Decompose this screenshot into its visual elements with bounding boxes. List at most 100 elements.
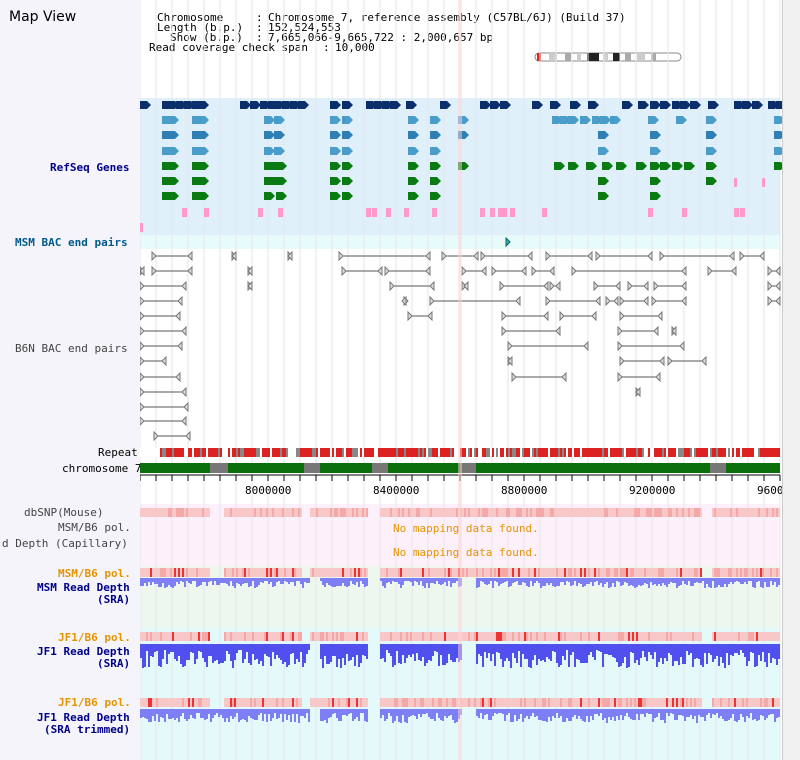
bac-end <box>605 295 611 307</box>
repeat-block <box>682 448 684 457</box>
refseq-gene-glyphs[interactable] <box>140 101 787 232</box>
polymorphism-cell <box>760 508 762 517</box>
depth-bar <box>576 644 578 659</box>
jf1-b6-pol-label[interactable]: JF1/B6 pol. <box>58 631 131 644</box>
polymorphism-cell <box>616 568 618 577</box>
dbsnp-track[interactable] <box>140 508 780 707</box>
vertical-scrollbar[interactable] <box>782 0 800 760</box>
polymorphism-cell <box>198 698 200 707</box>
repeat-block <box>182 448 184 457</box>
depth-bar <box>302 709 304 716</box>
repeat-block <box>438 448 440 457</box>
polymorphism-cell <box>598 508 600 517</box>
jf1-b6-pol-label-2[interactable]: JF1/B6 pol. <box>58 696 131 709</box>
depth-bar <box>406 644 408 658</box>
depth-bar <box>334 709 336 713</box>
depth-bar <box>336 709 338 718</box>
polymorphism-cell <box>266 632 268 641</box>
depth-bar <box>442 709 444 721</box>
depth-bar <box>238 578 240 584</box>
bac-end <box>231 250 237 262</box>
polymorphism-cell <box>574 568 576 577</box>
depth-bar <box>392 644 394 667</box>
polymorphism-cell <box>566 508 568 517</box>
polymorphism-cell <box>422 698 424 707</box>
chromosome-track-label[interactable]: chromosome 7 <box>62 462 142 475</box>
depth-bar <box>214 578 216 581</box>
bac-end <box>183 401 189 413</box>
bac-end <box>617 340 623 352</box>
depth-bar <box>732 578 734 584</box>
polymorphism-cell <box>520 698 522 707</box>
polymorphism-cell <box>524 698 526 707</box>
polymorphism-cell <box>592 508 594 517</box>
refseq-genes-label[interactable]: RefSeq Genes <box>50 161 130 174</box>
depth-bar <box>170 644 172 652</box>
polymorphism-cell <box>750 508 752 517</box>
polymorphism-cell <box>620 632 622 641</box>
polymorphism-cell <box>172 568 174 577</box>
depth-bar <box>724 709 726 721</box>
ideogram-band <box>587 53 599 61</box>
depth-bar <box>358 709 360 721</box>
msm-b6-pol-label-2[interactable]: MSM/B6 pol. <box>58 567 131 580</box>
polymorphism-cell <box>502 698 504 707</box>
ideogram-selection[interactable] <box>537 53 541 61</box>
polymorphism-cell <box>776 632 778 641</box>
show-sep: : <box>256 31 263 44</box>
depth-bar <box>764 644 766 662</box>
repeat-block <box>368 448 370 457</box>
depth-bar <box>718 578 720 585</box>
depth-bar <box>214 644 216 661</box>
track-canvas[interactable] <box>140 0 800 760</box>
polymorphism-cell <box>642 632 644 641</box>
polymorphism-cell <box>774 698 776 707</box>
bac-end-pairs[interactable] <box>140 236 781 442</box>
depth-bar <box>688 578 690 581</box>
polymorphism-cell <box>496 568 498 577</box>
repeat-label[interactable]: Repeat <box>98 446 138 459</box>
depth-bar <box>454 709 456 723</box>
depth-bar <box>450 709 452 715</box>
msm-bac-label[interactable]: MSM BAC end pairs <box>15 236 128 249</box>
b6n-bac-label[interactable]: B6N BAC end pairs <box>15 342 128 355</box>
depth-bar <box>194 644 196 664</box>
polymorphism-cell <box>408 698 410 707</box>
polymorphism-cell <box>606 698 608 707</box>
read-depth-capillary-label[interactable]: d Depth (Capillary) <box>2 537 128 550</box>
polymorphism-cell <box>760 632 762 641</box>
polymorphism-cell <box>384 568 386 577</box>
polymorphism-cell <box>246 568 248 577</box>
depth-bar <box>692 578 694 586</box>
polymorphism-cell <box>402 568 404 577</box>
bac-end <box>775 265 781 277</box>
read-depth-tracks[interactable] <box>140 578 780 723</box>
depth-bar <box>544 644 546 662</box>
polymorphism-cell <box>762 508 764 517</box>
msm-b6-pol-label[interactable]: MSM/B6 pol. <box>58 521 131 534</box>
depth-bar <box>578 578 580 583</box>
depth-bar <box>306 709 308 713</box>
depth-bar <box>398 644 400 663</box>
depth-bar <box>676 644 678 661</box>
dbsnp-label[interactable]: dbSNP(Mouse) <box>24 506 104 519</box>
polymorphism-cell <box>152 632 154 641</box>
depth-bar <box>272 644 274 652</box>
depth-bar <box>430 709 432 719</box>
jf1-read-depth-label[interactable]: JF1 Read Depth <box>37 645 130 658</box>
depth-bar <box>736 709 738 722</box>
polymorphism-cell <box>648 568 650 577</box>
depth-bar <box>164 709 166 722</box>
polymorphism-cell <box>482 568 484 577</box>
polymorphism-cell <box>564 568 566 577</box>
depth-bar <box>706 644 708 664</box>
polymorphism-cell <box>338 568 340 577</box>
repeat-block <box>514 448 516 457</box>
repeat-block <box>580 448 582 457</box>
depth-bar <box>382 644 384 658</box>
polymorphism-cell <box>160 698 162 707</box>
polymorphism-cell <box>168 508 170 517</box>
msm-read-depth-label[interactable]: MSM Read Depth <box>37 581 130 594</box>
repeat-block <box>620 448 622 457</box>
jf1-trim-depth-label[interactable]: JF1 Read Depth <box>37 711 130 724</box>
